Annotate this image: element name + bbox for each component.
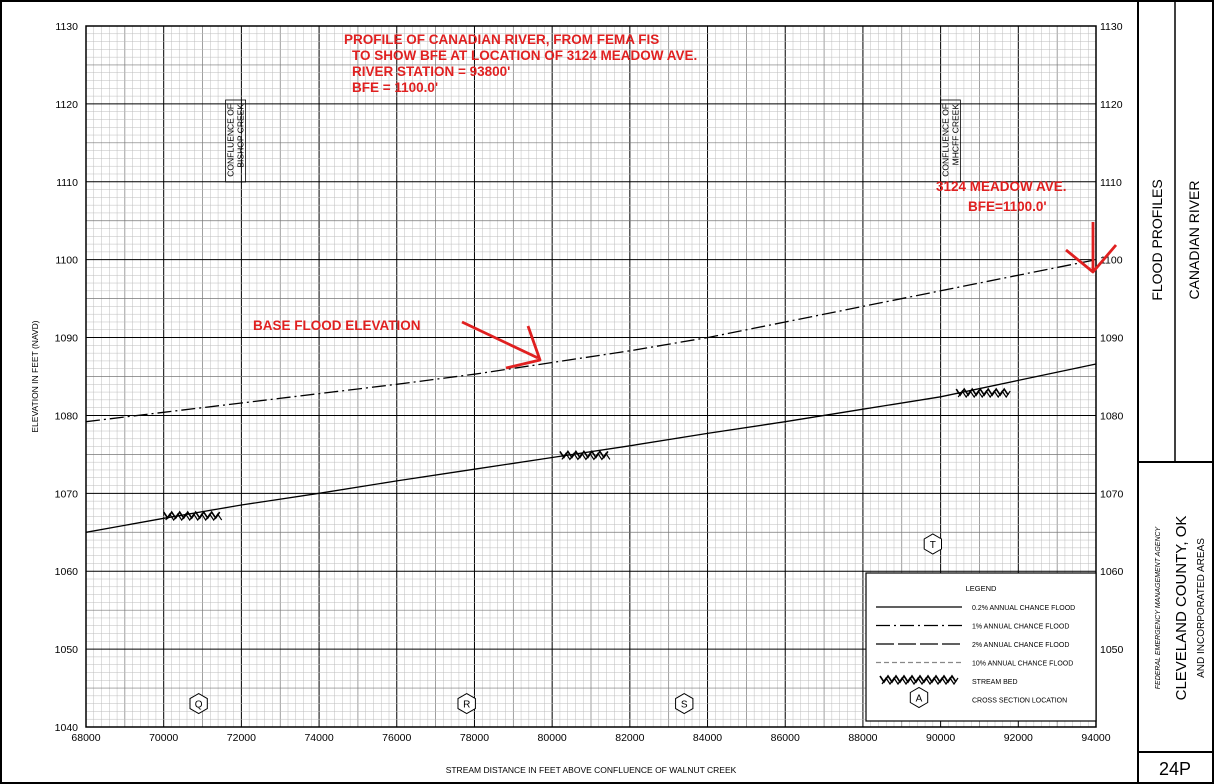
legend-symbol-cross-section bbox=[909, 686, 929, 709]
annotation-base-flood-elevation: BASE FLOOD ELEVATION bbox=[253, 318, 421, 333]
x-tick-label: 84000 bbox=[693, 732, 722, 744]
y-tick-label-right: 1130 bbox=[1100, 21, 1123, 33]
y-tick-label-right: 1070 bbox=[1100, 488, 1124, 500]
stream-bed-mark bbox=[165, 513, 223, 522]
cross-section-marker bbox=[457, 693, 476, 715]
confluence-label: CONFLUENCE OF bbox=[940, 104, 950, 177]
legend-item-label: 0.2% ANNUAL CHANCE FLOOD bbox=[972, 605, 1075, 612]
y-tick-label-left: 1050 bbox=[55, 644, 79, 656]
y-tick-label-left: 1120 bbox=[55, 99, 78, 111]
x-tick-label: 90000 bbox=[926, 732, 955, 744]
cross-section-marker bbox=[923, 533, 942, 555]
x-tick-label: 86000 bbox=[771, 732, 800, 744]
y-tick-label-right: 1050 bbox=[1100, 644, 1124, 656]
cross-section-marker-label: Q bbox=[195, 700, 203, 711]
cross-section-marker-label: R bbox=[463, 700, 470, 711]
legend-symbol-stream-bed bbox=[881, 676, 959, 686]
cross-section-marker-label: T bbox=[930, 540, 936, 551]
x-tick-label: 74000 bbox=[304, 732, 333, 744]
x-tick-label: 70000 bbox=[149, 732, 178, 744]
stream-bed-mark bbox=[957, 390, 1011, 399]
legend-symbol-cross-section-label: A bbox=[916, 694, 923, 705]
x-tick-label: 72000 bbox=[227, 732, 256, 744]
x-tick-label: 78000 bbox=[460, 732, 489, 744]
y-tick-label-left: 1130 bbox=[55, 21, 78, 33]
confluence-label: CONFLUENCE OF bbox=[226, 104, 236, 177]
y-tick-label-left: 1070 bbox=[55, 488, 79, 500]
legend-frame bbox=[865, 572, 1097, 722]
y-tick-label-right: 1060 bbox=[1100, 566, 1124, 578]
x-tick-label: 88000 bbox=[848, 732, 877, 744]
y-axis-label: ELEVATION IN FEET (NAVD) bbox=[30, 320, 40, 432]
y-tick-label-left: 1100 bbox=[55, 255, 78, 267]
legend-item-label: CROSS SECTION LOCATION bbox=[972, 698, 1067, 705]
agency-name: FEDERAL EMERGENCY MANAGEMENT AGENCY bbox=[1155, 525, 1162, 689]
annotations: PROFILE OF CANADIAN RIVER, FROM FEMA FIS… bbox=[253, 32, 1118, 370]
confluence-label: MHCFF CREEK bbox=[950, 104, 960, 166]
title-canadian-river: CANADIAN RIVER bbox=[1186, 180, 1202, 299]
confluence-label-box bbox=[225, 99, 247, 183]
title-flood-profiles: FLOOD PROFILES bbox=[1149, 179, 1165, 300]
annotation-meadow-ave: 3124 MEADOW AVE. bbox=[936, 179, 1067, 194]
x-tick-label: 92000 bbox=[1004, 732, 1033, 744]
legend-item-label: 10% ANNUAL CHANCE FLOOD bbox=[972, 661, 1073, 668]
stream-bed-mark bbox=[559, 449, 609, 459]
x-tick-label: 94000 bbox=[1081, 732, 1110, 744]
county-name: CLEVELAND COUNTY, OK bbox=[1173, 516, 1190, 701]
cross-section-marker-label: S bbox=[681, 700, 688, 711]
annotation-profile-note: TO SHOW BFE AT LOCATION OF 3124 MEADOW A… bbox=[352, 48, 697, 63]
incorporated-areas: AND INCORPORATED AREAS bbox=[1196, 538, 1207, 678]
y-tick-label-right: 1090 bbox=[1100, 333, 1124, 345]
x-tick-label: 68000 bbox=[71, 732, 100, 744]
annotation-profile-note: BFE = 1100.0' bbox=[352, 80, 438, 95]
legend-item-label: 1% ANNUAL CHANCE FLOOD bbox=[972, 624, 1069, 631]
y-tick-label-left: 1080 bbox=[55, 410, 79, 422]
annotation-profile-note: PROFILE OF CANADIAN RIVER, FROM FEMA FIS bbox=[344, 32, 659, 47]
y-tick-label-left: 1040 bbox=[55, 722, 79, 734]
confluence-label-box bbox=[939, 99, 961, 183]
legend-item-label: STREAM BED bbox=[972, 679, 1018, 686]
y-tick-label-right: 1080 bbox=[1100, 410, 1124, 422]
x-tick-label: 82000 bbox=[615, 732, 644, 744]
legend-title: LEGEND bbox=[966, 584, 997, 593]
y-tick-label-left: 1060 bbox=[55, 566, 79, 578]
x-tick-label: 80000 bbox=[538, 732, 567, 744]
x-tick-label: 76000 bbox=[382, 732, 411, 744]
annotation-meadow-ave: BFE=1100.0' bbox=[968, 199, 1047, 214]
y-tick-label-right: 1110 bbox=[1100, 177, 1122, 189]
y-tick-label-right: 1120 bbox=[1100, 99, 1123, 111]
panel-number: 24P bbox=[1159, 759, 1191, 779]
cross-section-marker bbox=[189, 693, 208, 715]
cross-section-marker bbox=[675, 693, 694, 715]
annotation-profile-note: RIVER STATION = 93800' bbox=[352, 64, 510, 79]
stream-bed-mark bbox=[561, 452, 611, 461]
x-axis-label: STREAM DISTANCE IN FEET ABOVE CONFLUENCE… bbox=[446, 765, 737, 775]
red-arrow-meadow-ave bbox=[1065, 222, 1118, 274]
plot-frame bbox=[85, 25, 1097, 728]
confluence-label: BISHOP CREEK bbox=[236, 104, 246, 168]
legend: LEGEND 0.2% ANNUAL CHANCE FLOOD 1% ANNUAL… bbox=[865, 572, 1097, 722]
series-line-dashdot bbox=[85, 259, 1097, 423]
legend-item-label: 2% ANNUAL CHANCE FLOOD bbox=[972, 642, 1069, 649]
axes: 68000 70000 72000 74000 76000 78000 80000 82000… bbox=[30, 21, 1124, 775]
y-tick-label-left: 1110 bbox=[56, 177, 78, 189]
red-arrow-bfe bbox=[461, 320, 542, 370]
y-tick-label-left: 1090 bbox=[55, 333, 79, 345]
